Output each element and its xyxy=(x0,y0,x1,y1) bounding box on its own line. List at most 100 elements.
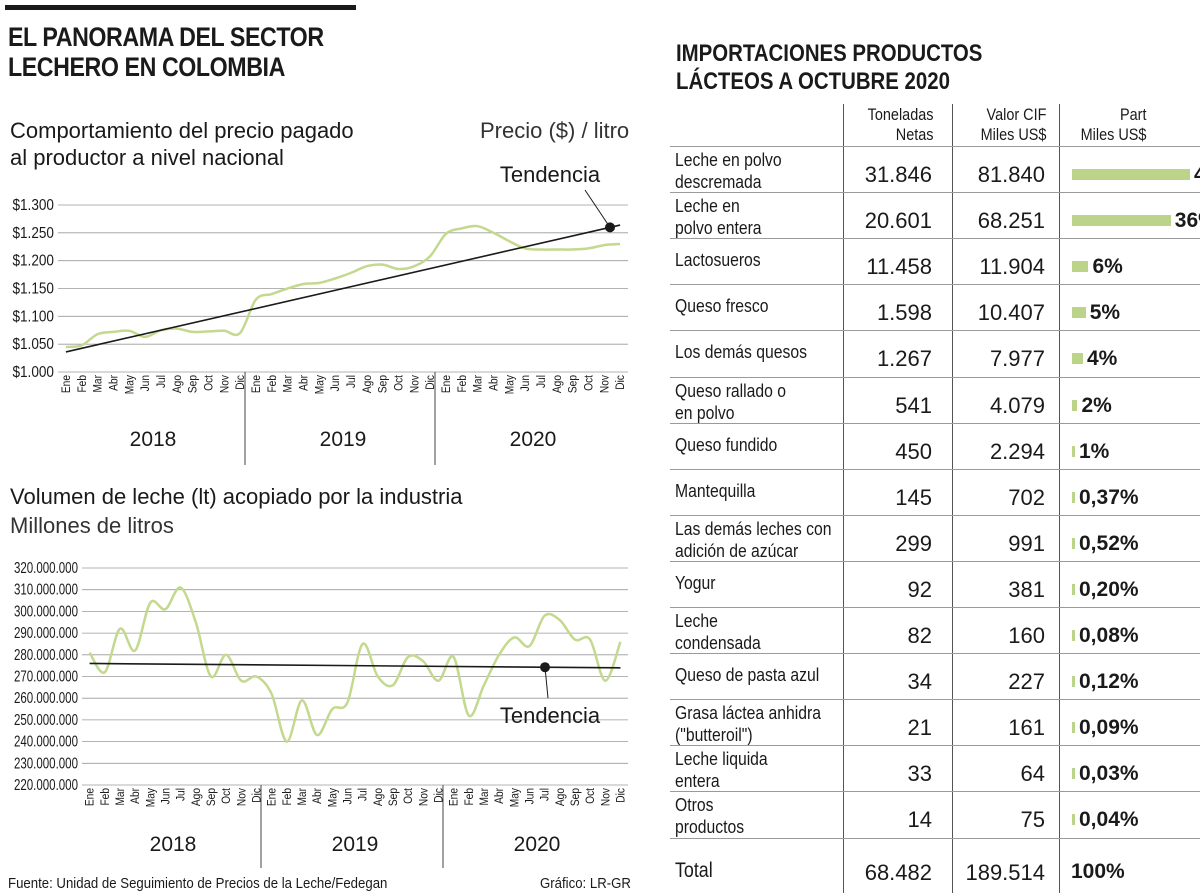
tons-value: 11.458 xyxy=(866,254,932,280)
tons-value: 299 xyxy=(895,530,932,556)
volume-month-label: Jul xyxy=(539,788,552,801)
product-name: Grasa láctea anhidra ("butteroil") xyxy=(675,702,821,746)
total-label: Total xyxy=(675,859,713,882)
total-tons: 68.482 xyxy=(864,860,932,885)
volume-month-label: Dic xyxy=(251,788,264,803)
row-divider xyxy=(670,837,1200,839)
row-divider xyxy=(670,376,1200,378)
volume-month-label: Feb xyxy=(463,788,476,806)
total-pct: 100% xyxy=(1071,860,1125,883)
share-pct: 0,52% xyxy=(1079,531,1139,555)
cif-value: 227 xyxy=(1008,669,1045,695)
price-unit-label: Precio ($) / litro xyxy=(480,118,630,143)
product-name: Los demás quesos xyxy=(675,341,807,363)
price-month-label: May xyxy=(314,375,327,395)
price-chart: $1.300 $1.250 $1.200 $1.150 $1.100 $1.050 $1.0… xyxy=(12,162,628,465)
credit-note: Gráfico: LR-GR xyxy=(540,875,631,892)
cif-value: 161 xyxy=(1008,715,1045,741)
tons-value: 34 xyxy=(907,669,932,695)
volume-trend-leader xyxy=(544,667,549,699)
column-divider xyxy=(1059,104,1060,893)
volume-month-label: Ago xyxy=(554,788,567,806)
share-pct: 5% xyxy=(1089,301,1121,325)
volume-month-label: Jul xyxy=(357,788,370,801)
product-name-line2: en polvo xyxy=(675,401,735,423)
volume-month-label: May xyxy=(327,788,340,808)
product-name: Queso de pasta azul xyxy=(675,664,819,686)
row-divider xyxy=(670,699,1200,701)
price-month-label: May xyxy=(124,375,137,395)
product-name-line1: Queso fundido xyxy=(675,433,778,455)
volume-month-label: Ene xyxy=(266,788,279,806)
tons-value: 14 xyxy=(907,807,932,833)
volume-chart: 320.000.000 310.000.000 300.000.000 290.000… xyxy=(14,558,628,868)
col-header-tons-line2: Netas xyxy=(896,125,934,144)
product-name-line1: Yogur xyxy=(675,571,716,593)
share-bar xyxy=(1072,307,1086,319)
product-name-line2: condensada xyxy=(675,632,761,653)
share-bar xyxy=(1072,445,1075,457)
price-chart-title: Comportamiento del precio pagado al prod… xyxy=(10,117,354,171)
table-title-line1: IMPORTACIONES PRODUCTOS xyxy=(676,40,983,67)
volume-month-label: Nov xyxy=(236,788,249,807)
product-name-line2: entera xyxy=(675,770,720,792)
cif-value: 991 xyxy=(1008,530,1045,556)
table-title-line2: LÁCTEOS A OCTUBRE 2020 xyxy=(676,68,950,95)
volume-month-label: Sep xyxy=(387,788,400,806)
volume-month-label: Ago xyxy=(372,788,385,806)
price-month-label: Mar xyxy=(282,375,295,393)
volume-y-tick-label: 320.000.000 xyxy=(14,558,78,576)
share-bar xyxy=(1072,630,1075,641)
row-divider xyxy=(670,745,1200,747)
row-divider xyxy=(670,653,1200,655)
share-pct: 0,12% xyxy=(1079,670,1139,694)
row-divider xyxy=(670,791,1200,793)
volume-month-label: Nov xyxy=(600,788,613,807)
volume-y-tick-label: 250.000.000 xyxy=(14,710,78,728)
volume-month-label: Mar xyxy=(114,788,127,806)
price-month-label: Jul xyxy=(535,375,548,388)
price-month-label: Jul xyxy=(155,375,168,388)
row-divider xyxy=(670,514,1200,516)
price-y-tick-label: $1.300 xyxy=(12,197,54,214)
price-month-label: Ago xyxy=(551,375,564,393)
price-y-tick-label: $1.150 xyxy=(12,281,54,298)
table-title: IMPORTACIONES PRODUCTOS LÁCTEOS A OCTUBR… xyxy=(676,40,982,96)
tons-value: 541 xyxy=(895,392,932,418)
cif-value: 81.840 xyxy=(977,162,1045,187)
price-trend-label: Tendencia xyxy=(500,162,601,187)
col-header-part-line2: Miles US$ xyxy=(1080,125,1146,144)
row-divider xyxy=(670,238,1200,240)
volume-trend-line xyxy=(89,662,621,669)
col-header-cif-line2: Miles US$ xyxy=(980,125,1046,144)
product-name-line1: Queso rallado o xyxy=(675,379,787,401)
price-month-label: Nov xyxy=(219,375,232,394)
cif-value: 160 xyxy=(1008,623,1045,648)
share-bar xyxy=(1072,491,1075,503)
volume-y-tick-label: 310.000.000 xyxy=(14,580,78,598)
volume-month-label: Ene xyxy=(84,788,97,806)
col-header-tons-line1: Toneladas xyxy=(868,105,934,124)
product-name-line1: Otros xyxy=(675,794,714,816)
tons-value: 1.267 xyxy=(876,346,932,372)
product-name: Yogur xyxy=(675,572,716,594)
cif-value: 11.904 xyxy=(979,254,1045,280)
tons-value: 1.598 xyxy=(876,300,932,326)
price-month-label: May xyxy=(504,375,517,395)
price-month-label: Nov xyxy=(409,375,422,394)
volume-month-label: May xyxy=(145,788,158,808)
volume-month-label: Sep xyxy=(569,788,582,806)
product-name-line1: Mantequilla xyxy=(675,479,756,501)
price-month-label: Abr xyxy=(488,375,501,391)
product-name-line2: polvo entera xyxy=(675,217,762,239)
volume-series-line xyxy=(88,586,622,743)
share-bar xyxy=(1072,215,1171,227)
price-month-label: Oct xyxy=(203,374,216,391)
volume-y-tick-label: 240.000.000 xyxy=(14,732,78,750)
price-month-label: Jun xyxy=(139,375,152,391)
volume-y-tick-label: 260.000.000 xyxy=(14,688,78,706)
share-pct: 0,09% xyxy=(1079,716,1139,740)
volume-month-label: Sep xyxy=(205,788,218,806)
share-pct: 0,04% xyxy=(1079,808,1139,832)
product-name: Leche liquida entera xyxy=(675,748,768,792)
